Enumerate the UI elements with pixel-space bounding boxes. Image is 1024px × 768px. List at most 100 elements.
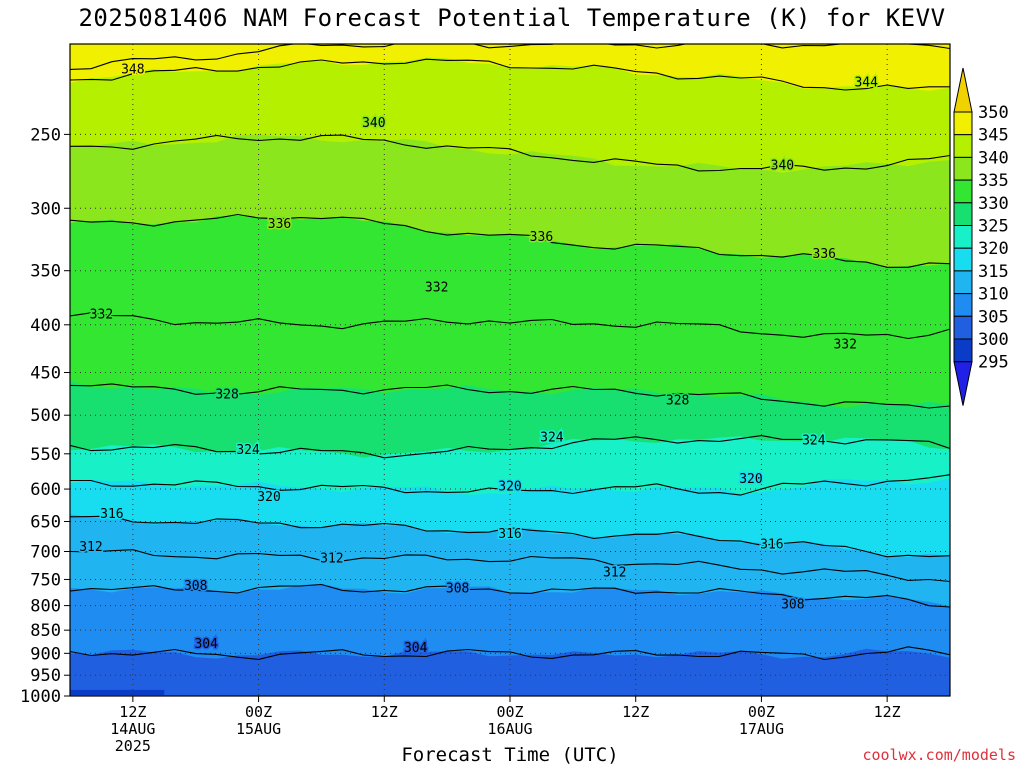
colorbar-label: 310 (978, 285, 1009, 305)
contour-label: 340 (771, 159, 794, 174)
contour-340 (70, 134, 950, 172)
colorbar-top-arrow (953, 67, 973, 113)
colorbar-label: 315 (978, 262, 1009, 282)
colorbar-box (953, 338, 973, 363)
filled-contours (70, 44, 950, 696)
contour-344 (70, 58, 950, 91)
contour-label: 324 (802, 433, 826, 448)
y-tick-label: 950 (30, 666, 61, 686)
x-tick-label: 14AUG (110, 720, 155, 738)
contour-label: 336 (813, 247, 836, 262)
y-tick-label: 250 (30, 125, 61, 145)
contour-336 (70, 213, 950, 268)
contour-label: 312 (603, 565, 626, 580)
colorbar-box (953, 179, 973, 204)
contour-label: 304 (404, 641, 428, 656)
colorbar-label: 335 (978, 171, 1009, 191)
y-tick-label: 650 (30, 512, 61, 532)
contour-312 (70, 549, 950, 583)
colorbar-box (953, 293, 973, 317)
y-tick-label: 500 (30, 406, 61, 426)
contour-label: 320 (739, 472, 762, 487)
x-tick-label: 12Z (874, 703, 901, 721)
x-tick-label: 17AUG (739, 720, 784, 738)
contour-label: 344 (854, 76, 878, 91)
x-tick-label: 00Z (748, 703, 775, 721)
x-tick-label: 12Z (622, 703, 649, 721)
contour-label: 316 (100, 507, 123, 522)
contour-348 (70, 44, 950, 70)
x-tick-label: 2025 (115, 737, 151, 755)
contour-label: 340 (362, 116, 385, 131)
contour-label: 308 (184, 579, 207, 594)
y-tick-label: 450 (30, 364, 61, 384)
contour-324 (70, 435, 950, 459)
y-tick-label: 700 (30, 543, 61, 563)
colorbar-label: 320 (978, 239, 1009, 259)
colorbar-box (953, 225, 973, 249)
contour-labels: 348 344 340 340 336 336 336 332 332 332 328 328 324 3… (78, 61, 880, 657)
contour-label: 312 (79, 540, 102, 555)
contour-label: 332 (425, 281, 448, 296)
y-axis: 250 300 350 400 450 500 550 600 650 700 750 800 850 9… (20, 125, 70, 707)
y-tick-label: 300 (30, 199, 61, 219)
colorbar-box (953, 247, 973, 272)
colorbar-box (953, 202, 973, 227)
band-304 (70, 648, 950, 696)
colorbar-bottom-arrow (953, 361, 973, 406)
y-tick-label: 400 (30, 316, 61, 336)
contour-320 (70, 474, 950, 496)
colorbar-label: 325 (978, 217, 1009, 237)
contour-328 (70, 383, 950, 409)
y-tick-label: 750 (30, 570, 61, 590)
colorbar-box (953, 315, 973, 340)
credit-text: coolwx.com/models (862, 746, 1016, 764)
contour-label: 312 (320, 551, 343, 566)
contour-label: 316 (760, 538, 783, 553)
contour-332 (70, 312, 950, 340)
x-axis-label: Forecast Time (UTC) (401, 744, 619, 766)
contour-label: 308 (446, 582, 469, 597)
contour-label: 328 (215, 387, 238, 402)
x-tick-label: 00Z (496, 703, 523, 721)
x-tick-label: 12Z (371, 703, 398, 721)
y-tick-label: 800 (30, 597, 61, 617)
contour-316 (70, 515, 950, 558)
colorbar-label: 345 (978, 126, 1009, 146)
contour-label: 304 (194, 637, 218, 652)
contour-304 (70, 646, 950, 661)
contour-label: 336 (268, 217, 291, 232)
contour-label: 332 (833, 338, 856, 353)
colorbar-label: 330 (978, 194, 1009, 214)
colorbar-box (953, 134, 973, 158)
x-tick-label: 16AUG (487, 720, 532, 738)
contour-label: 320 (498, 479, 521, 494)
colorbar-label: 295 (978, 353, 1009, 373)
contour-label: 320 (257, 490, 280, 505)
colorbar-label: 300 (978, 330, 1009, 350)
contour-lines (70, 44, 950, 661)
y-tick-label: 550 (30, 445, 61, 465)
x-tick-label: 12Z (119, 703, 146, 721)
grid (70, 44, 950, 696)
colorbar-box (953, 156, 973, 181)
colorbar-box (953, 111, 973, 136)
chart-title: 2025081406 NAM Forecast Potential Temper… (78, 4, 946, 32)
y-tick-label: 900 (30, 644, 61, 664)
colorbar-label: 350 (978, 103, 1009, 123)
x-tick-label: 15AUG (236, 720, 281, 738)
y-tick-label: 850 (30, 621, 61, 641)
band-cold-pocket (70, 689, 165, 696)
contour-308 (70, 583, 950, 608)
colorbar-box (953, 270, 973, 295)
contour-label: 328 (666, 393, 689, 408)
contour-label: 332 (90, 308, 113, 323)
contour-label: 336 (530, 230, 553, 245)
y-tick-label: 350 (30, 262, 61, 282)
contour-label: 324 (236, 443, 260, 458)
contour-label: 316 (498, 527, 521, 542)
y-tick-label: 1000 (20, 687, 61, 707)
